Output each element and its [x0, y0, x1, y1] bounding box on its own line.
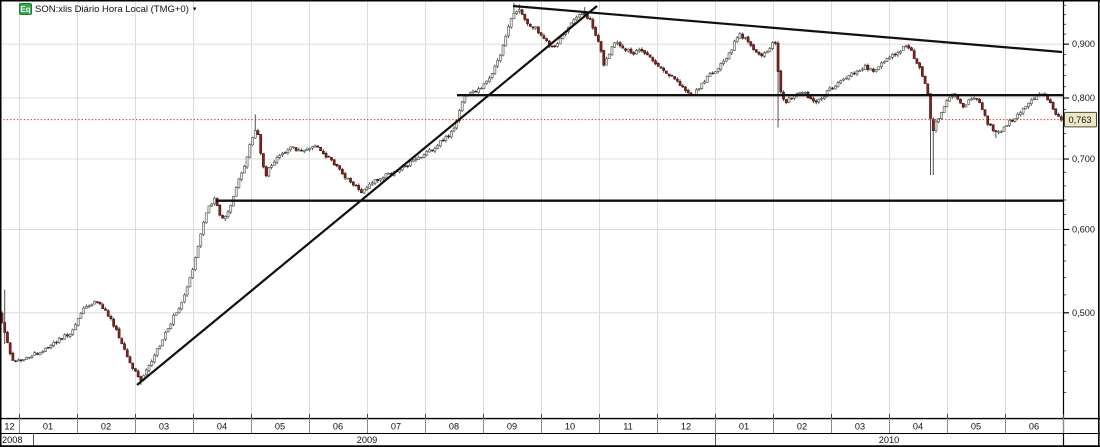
year-label: 2008	[2, 435, 22, 445]
last-price-value: 0,763	[1069, 115, 1092, 125]
month-label: 10	[565, 422, 575, 432]
month-label: 12	[4, 422, 14, 432]
y-axis-label: 0,800	[1072, 93, 1095, 103]
month-label: 07	[391, 422, 401, 432]
grid-layer	[0, 0, 1063, 418]
month-label: 06	[1029, 422, 1039, 432]
y-axis-label: 0,700	[1072, 154, 1095, 164]
month-label: 01	[739, 422, 749, 432]
falling-trendline[interactable]	[512, 4, 1063, 54]
chart-title: SON:xlis Diário Hora Local (TMG+0)	[35, 3, 189, 15]
month-label: 09	[507, 422, 517, 432]
y-axis-label: 0,900	[1072, 39, 1095, 49]
price-axis: 0,900 0,800 0,700 0,600 0,500	[1062, 0, 1095, 446]
y-axis-label: 0,500	[1072, 308, 1095, 318]
annotation-lines-layer	[136, 4, 1063, 386]
month-label: 05	[275, 422, 285, 432]
y-axis-label: 0,600	[1072, 224, 1095, 234]
month-label: 04	[913, 422, 923, 432]
year-label: 2010	[879, 435, 899, 445]
month-label: 04	[217, 422, 227, 432]
month-label: 01	[43, 422, 53, 432]
instrument-selector[interactable]: Eq SON:xlis Diário Hora Local (TMG+0) ▾	[19, 2, 196, 16]
time-axis: 12 01 02 03 04 05 06 07 08 09 10 11 12 01 02 03 04 05 06 20…	[0, 414, 1100, 446]
equity-badge-icon: Eq	[19, 3, 32, 15]
last-price-marker: 0,763	[1064, 111, 1097, 128]
year-label: 2009	[357, 435, 377, 445]
candles-layer	[0, 2, 1063, 385]
month-label: 12	[681, 422, 691, 432]
month-label: 03	[855, 422, 865, 432]
month-label: 06	[333, 422, 343, 432]
month-label: 02	[797, 422, 807, 432]
month-label: 03	[159, 422, 169, 432]
month-label: 05	[971, 422, 981, 432]
month-label: 11	[623, 422, 633, 432]
chevron-down-icon[interactable]: ▾	[192, 6, 197, 13]
month-label: 08	[449, 422, 459, 432]
month-label: 02	[101, 422, 111, 432]
rising-trendline[interactable]	[136, 5, 598, 386]
